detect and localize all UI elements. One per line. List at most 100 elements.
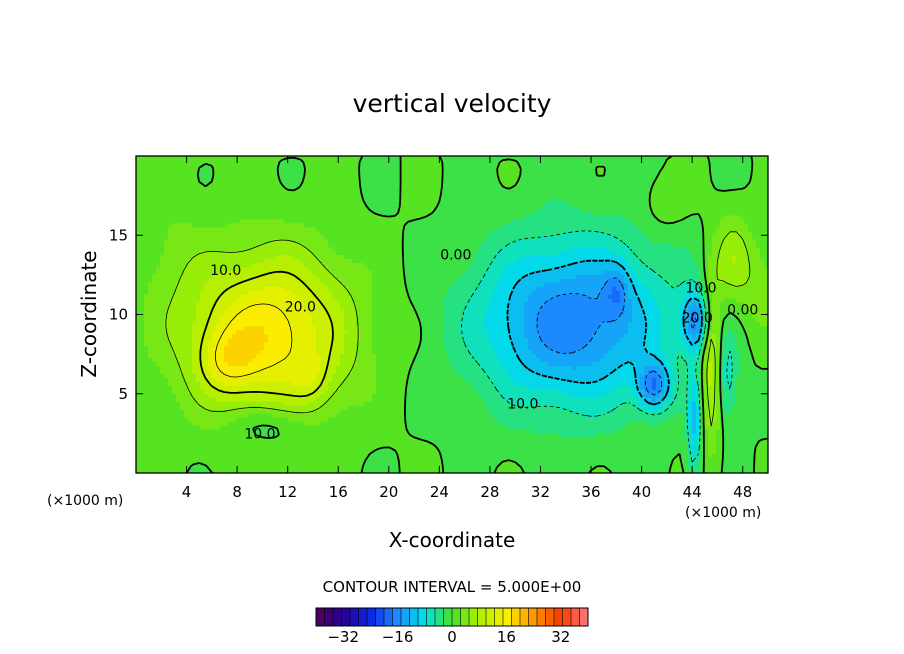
field-cell bbox=[748, 211, 753, 217]
field-cell bbox=[332, 255, 337, 260]
field-cell bbox=[276, 239, 281, 244]
field-cell bbox=[704, 266, 709, 272]
field-cell bbox=[284, 171, 289, 177]
field-cell bbox=[620, 215, 625, 220]
field-cell bbox=[524, 156, 529, 161]
field-cell bbox=[188, 270, 193, 276]
field-cell bbox=[760, 247, 765, 252]
field-cell bbox=[688, 266, 693, 272]
field-cell bbox=[268, 183, 273, 189]
field-cell bbox=[448, 255, 453, 260]
field-cell bbox=[304, 203, 309, 209]
field-cell bbox=[400, 274, 405, 280]
field-cell bbox=[376, 239, 381, 244]
field-cell bbox=[360, 219, 365, 224]
field-cell bbox=[368, 243, 373, 248]
field-cell bbox=[752, 207, 757, 213]
field-cell bbox=[448, 262, 453, 268]
field-cell bbox=[272, 251, 277, 256]
field-cell bbox=[532, 259, 537, 264]
field-cell bbox=[344, 207, 349, 213]
field-cell bbox=[744, 207, 749, 213]
field-cell bbox=[764, 171, 768, 177]
field-cell bbox=[436, 215, 441, 220]
field-cell bbox=[272, 231, 277, 236]
field-cell bbox=[648, 207, 653, 213]
field-cell bbox=[284, 243, 289, 248]
field-cell bbox=[404, 207, 409, 213]
field-cell bbox=[696, 259, 701, 264]
field-cell bbox=[464, 239, 469, 244]
field-cell bbox=[320, 211, 325, 217]
field-cell bbox=[280, 203, 285, 209]
field-cell bbox=[368, 247, 373, 252]
field-cell bbox=[608, 266, 613, 272]
field-cell bbox=[568, 167, 573, 173]
field-cell bbox=[388, 251, 393, 256]
field-cell bbox=[360, 223, 365, 228]
field-cell bbox=[644, 159, 649, 165]
field-cell bbox=[660, 231, 665, 236]
field-cell bbox=[468, 175, 473, 181]
field-cell bbox=[252, 159, 257, 165]
field-cell bbox=[656, 259, 661, 264]
field-cell bbox=[560, 187, 565, 193]
field-cell bbox=[544, 262, 549, 268]
field-cell bbox=[152, 270, 157, 276]
field-cell bbox=[620, 235, 625, 240]
field-cell bbox=[352, 159, 357, 165]
field-cell bbox=[304, 207, 309, 213]
field-cell bbox=[760, 259, 765, 264]
field-cell bbox=[612, 199, 617, 205]
field-cell bbox=[756, 243, 761, 248]
field-cell bbox=[316, 255, 321, 260]
field-cell bbox=[408, 195, 413, 201]
field-cell bbox=[340, 159, 345, 165]
field-cell bbox=[664, 266, 669, 272]
field-cell bbox=[156, 171, 161, 177]
field-cell bbox=[664, 171, 669, 177]
field-cell bbox=[532, 156, 537, 161]
field-cell bbox=[680, 203, 685, 209]
field-cell bbox=[176, 239, 181, 244]
field-cell bbox=[308, 215, 313, 220]
field-cell bbox=[348, 231, 353, 236]
field-cell bbox=[508, 203, 513, 209]
field-cell bbox=[380, 159, 385, 165]
field-cell bbox=[764, 167, 768, 173]
field-cell bbox=[228, 270, 233, 276]
field-cell bbox=[552, 156, 557, 161]
field-cell bbox=[312, 167, 317, 173]
field-cell bbox=[420, 179, 425, 185]
field-cell bbox=[440, 195, 445, 201]
field-cell bbox=[488, 187, 493, 193]
field-cell bbox=[372, 255, 377, 260]
field-cell bbox=[236, 227, 241, 232]
field-cell bbox=[536, 243, 541, 248]
field-cell bbox=[428, 255, 433, 260]
field-cell bbox=[620, 227, 625, 232]
field-cell bbox=[628, 163, 633, 169]
field-cell bbox=[568, 187, 573, 193]
field-cell bbox=[636, 175, 641, 181]
field-cell bbox=[540, 163, 545, 169]
field-cell bbox=[144, 191, 149, 197]
field-cell bbox=[228, 175, 233, 181]
field-cell bbox=[268, 255, 273, 260]
field-cell bbox=[312, 187, 317, 193]
field-cell bbox=[436, 159, 441, 165]
field-cell bbox=[232, 195, 237, 201]
field-cell bbox=[212, 235, 217, 240]
field-cell bbox=[568, 235, 573, 240]
field-cell bbox=[624, 243, 629, 248]
field-cell bbox=[748, 159, 753, 165]
field-cell bbox=[736, 156, 741, 161]
field-cell bbox=[512, 243, 517, 248]
field-cell bbox=[328, 223, 333, 228]
field-cell bbox=[572, 195, 577, 201]
field-cell bbox=[664, 215, 669, 220]
field-cell bbox=[420, 163, 425, 169]
field-cell bbox=[480, 211, 485, 217]
field-cell bbox=[592, 255, 597, 260]
field-cell bbox=[292, 223, 297, 228]
